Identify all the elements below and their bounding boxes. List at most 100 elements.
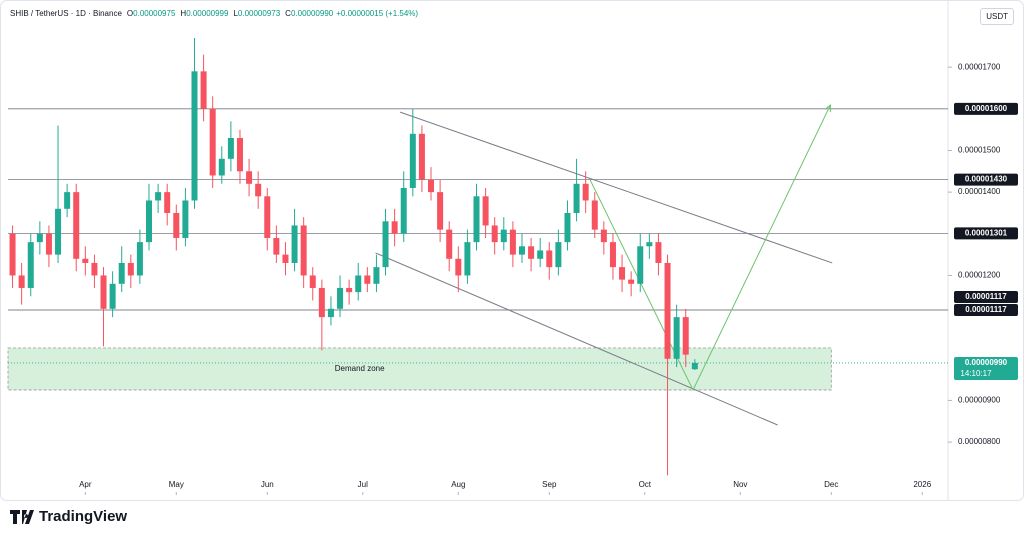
level-label: 0.00001301 [965, 228, 1008, 237]
candle-body [400, 187, 407, 234]
candle-body [309, 275, 316, 288]
x-tick-label: Sep [542, 480, 557, 489]
candle-body [282, 254, 289, 263]
price-change: +0.00000015 (+1.54%) [336, 9, 419, 18]
level-label-box [954, 291, 1018, 304]
candle-body [555, 242, 562, 268]
symbol-name: SHIB / TetherUS · 1D · Binance [10, 9, 122, 18]
candle-body [573, 183, 580, 213]
candle-body [200, 71, 207, 109]
candle-body [382, 221, 389, 268]
candle-body [346, 287, 353, 293]
x-tick-label: Oct [639, 480, 652, 489]
candle-body [236, 137, 243, 172]
candle-body [36, 233, 43, 243]
candle-body [355, 275, 362, 293]
candle-body [691, 362, 698, 370]
candle-body [264, 196, 271, 238]
candle-body [91, 262, 98, 276]
candle-body [327, 308, 334, 318]
x-tick-label: Dec [824, 480, 838, 489]
candle-body [482, 196, 489, 226]
candle-body [136, 242, 143, 276]
candle-body [155, 192, 162, 201]
brand-logo: TradingView [10, 508, 127, 525]
x-tick-label: Aug [451, 480, 465, 489]
ohlc-value: 0.00000990 [290, 9, 334, 18]
candle-body [209, 108, 216, 176]
x-tick-label: Nov [733, 480, 747, 489]
zone-label: Demand zone [335, 364, 385, 373]
candle-body [118, 262, 125, 284]
candle-body [609, 242, 616, 268]
level-label: 0.00001117 [965, 305, 1007, 314]
candle-body [491, 225, 498, 243]
x-tick-label: Jul [358, 480, 368, 489]
candle-body [291, 225, 298, 263]
y-tick-label: 0.00000800 [958, 437, 1001, 446]
candle-body [591, 200, 598, 230]
candle-body [246, 171, 253, 184]
candle-body [373, 267, 380, 284]
demand-zone [7, 347, 832, 391]
level-label-box [954, 304, 1018, 317]
last-price-label: 0.00000990 [965, 358, 1008, 367]
candle-body [628, 279, 635, 284]
candle-body [182, 200, 189, 238]
level-label: 0.00001600 [965, 104, 1008, 113]
candle-body [227, 137, 234, 159]
candle-body [146, 200, 153, 243]
candle-body [55, 208, 62, 255]
y-tick-label: 0.00001700 [958, 62, 1001, 71]
level-label-box [954, 227, 1018, 240]
candle-body [518, 246, 525, 255]
arrow-head [824, 104, 831, 113]
x-tick-label: Jun [261, 480, 274, 489]
candle-body [646, 242, 653, 247]
brand-icon [10, 509, 34, 524]
symbol-header: SHIB / TetherUS · 1D · Binance O0.0000097… [10, 9, 421, 18]
candle-body [437, 192, 444, 230]
candle-body [664, 262, 671, 359]
candle-body [300, 225, 307, 276]
candle-body [655, 242, 662, 263]
currency-button[interactable]: USDT [980, 8, 1014, 25]
candle-body [428, 179, 435, 193]
ohlc-key: L [233, 9, 238, 18]
x-tick-label: 2026 [913, 480, 931, 489]
candle-body [464, 242, 471, 276]
candle-body [500, 229, 507, 243]
trend-line [589, 104, 831, 392]
trend-line [399, 111, 833, 264]
candle-body [682, 317, 689, 355]
candle-body [9, 233, 16, 276]
level-label: 0.00001117 [965, 292, 1007, 301]
candle-body [45, 233, 52, 255]
candle-body [600, 229, 607, 243]
last-price-box [954, 356, 1018, 380]
x-tick-label: May [169, 480, 184, 489]
candle-body [582, 183, 589, 201]
y-tick-label: 0.00000900 [958, 396, 1001, 405]
candle-body [509, 229, 516, 255]
ohlc-value: 0.00000975 [133, 9, 176, 18]
candle-body [318, 287, 325, 318]
candle-body [337, 287, 344, 309]
candle-body [446, 229, 453, 259]
candle-body [127, 262, 134, 276]
candle-body [455, 258, 462, 276]
candle-body [100, 275, 107, 309]
candle-body [255, 183, 262, 197]
candle-body [18, 275, 25, 288]
level-label: 0.00001430 [965, 175, 1008, 184]
ohlc-value: 0.00000999 [186, 9, 229, 18]
candle-body [537, 250, 544, 259]
y-tick-label: 0.00001400 [958, 187, 1001, 196]
candle-body [391, 221, 398, 234]
candle-body [619, 267, 626, 280]
candle-body [528, 246, 535, 259]
brand-name: TradingView [39, 508, 128, 525]
ohlc-key: O [126, 9, 134, 18]
